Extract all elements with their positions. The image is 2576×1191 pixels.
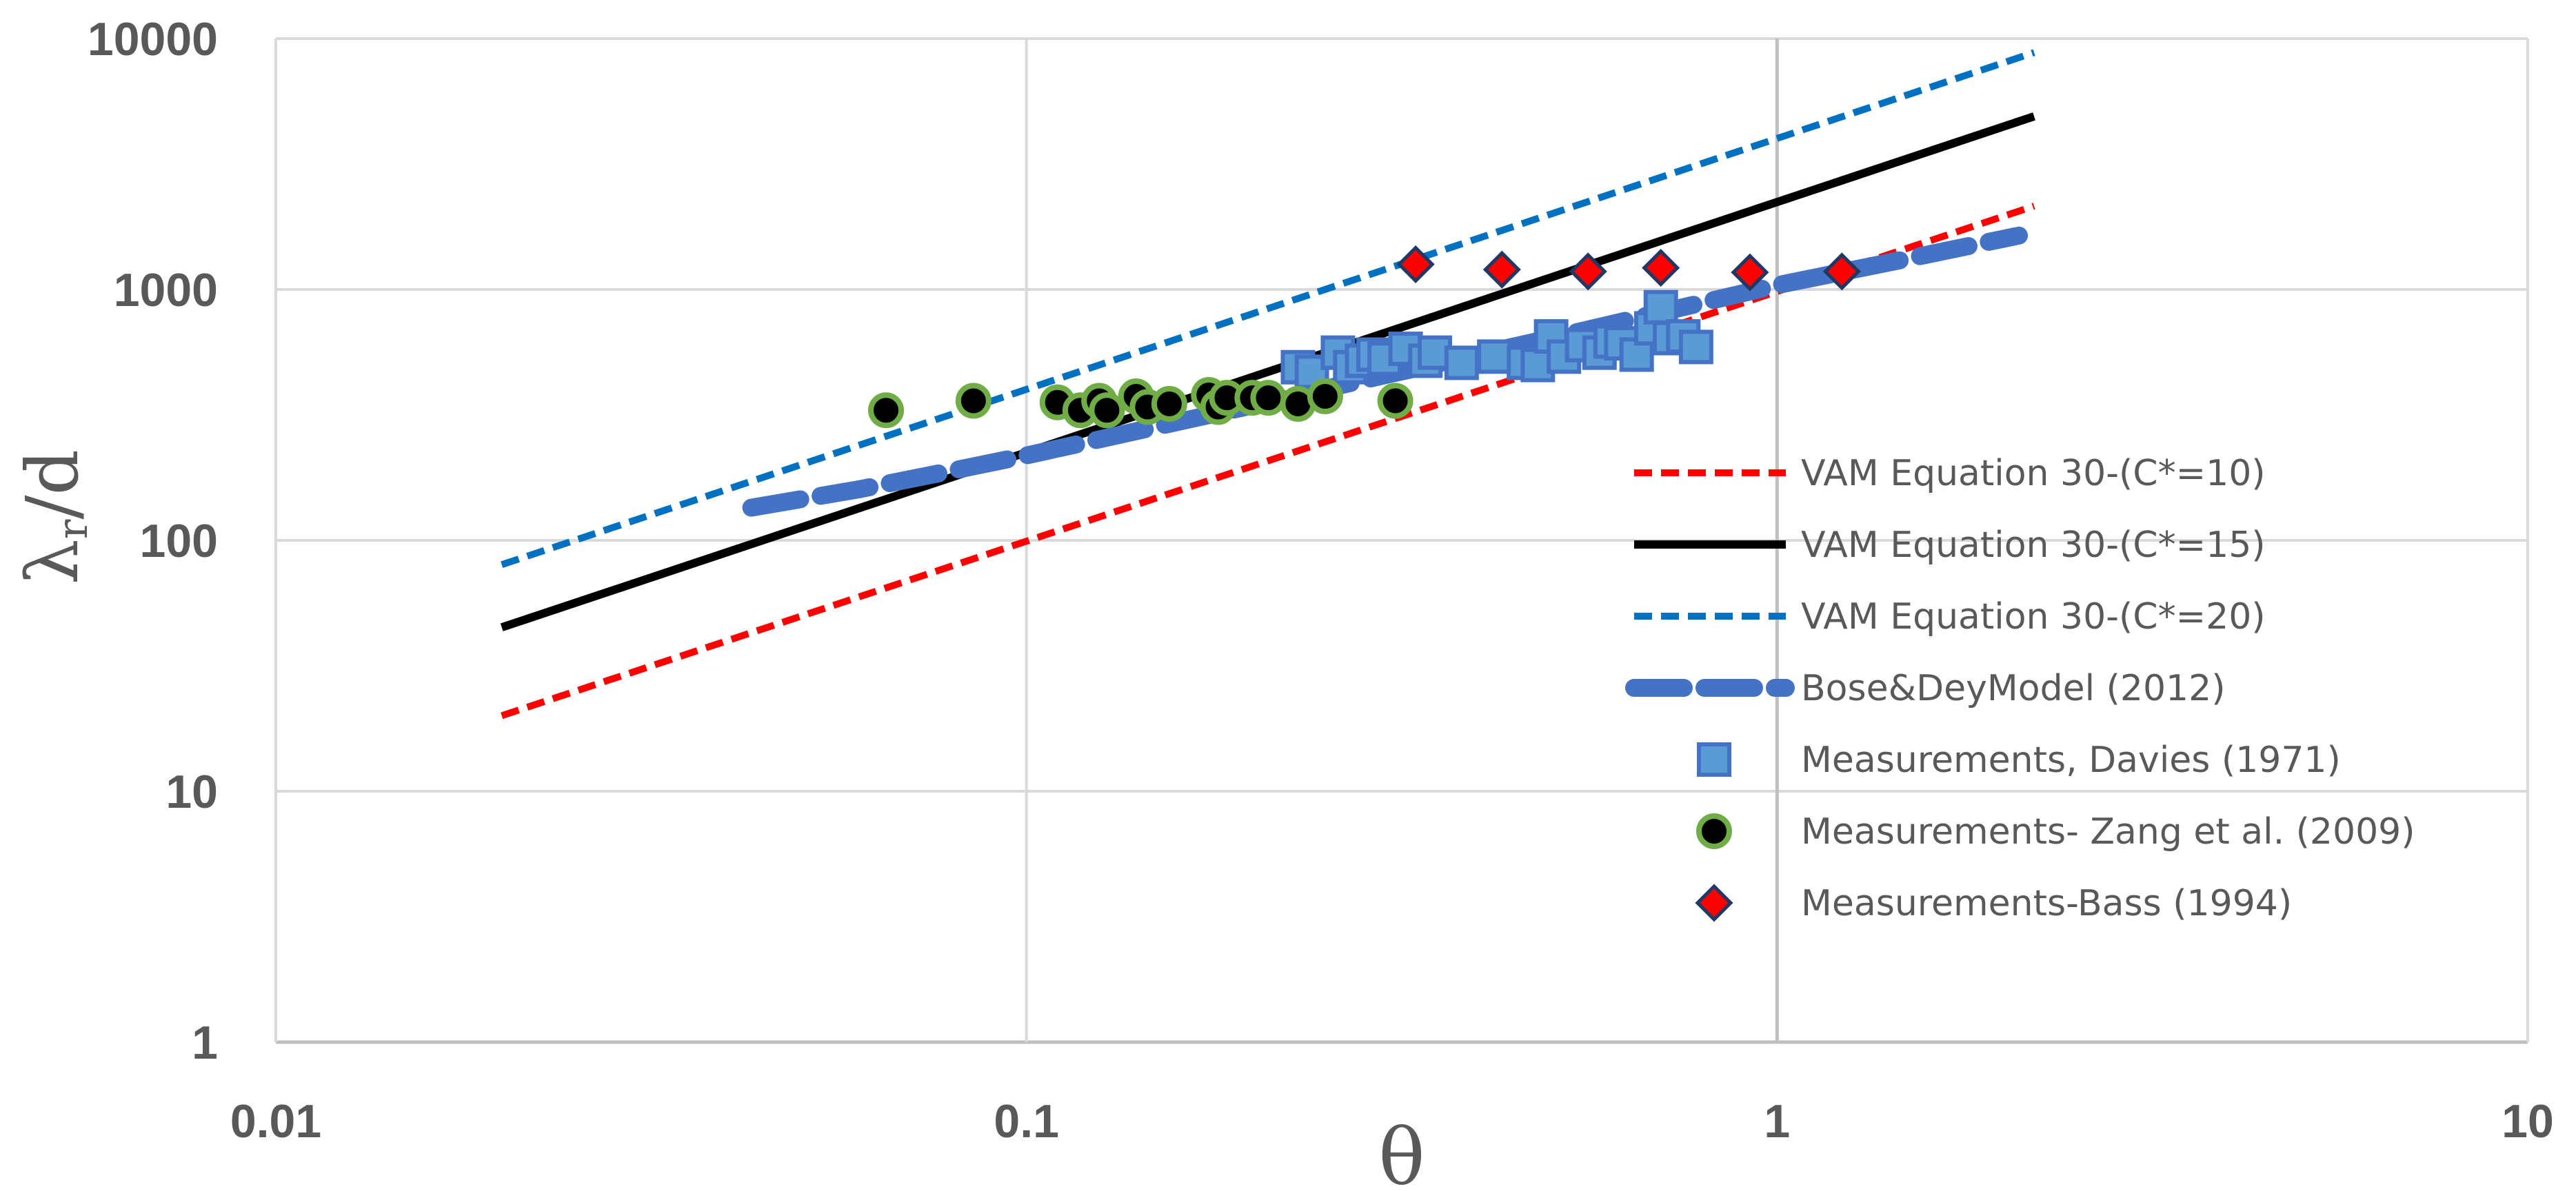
y-tick-label: 100 [140,515,218,567]
data-point-zang [1250,380,1287,416]
y-tick-label: 10 [165,766,218,818]
data-point-bass [1569,252,1607,291]
data-point-zang [1377,383,1413,419]
data-point-zang [867,392,904,429]
data-point-davies [1643,289,1678,325]
legend-item-bose-dey: Bose&DeyModel (2012) [1625,668,2226,709]
legend-label: Bose&DeyModel (2012) [1801,668,2226,709]
legend-item-vam-c10: VAM Equation 30-(C*=10) [1634,453,2266,494]
grid-layer [274,37,2529,1044]
x-axis: 0.01 0.1 1 10 [230,1095,2554,1148]
data-point-davies [1477,339,1512,374]
series-bass [1396,245,1861,292]
y-axis-title-tail: /d [10,449,94,520]
x-tick-label: 1 [1764,1095,1790,1148]
y-axis-title-subscript: r [49,519,97,539]
legend-swatch [1695,884,1733,922]
series-line-vam-c20 [501,49,2035,569]
data-point-zang [1307,378,1343,415]
y-tick-label: 10000 [88,13,218,65]
data-point-bass [1731,253,1769,292]
legend-item-davies: Measurements, Davies (1971) [1697,740,2341,781]
x-tick-label: 10 [2502,1095,2554,1148]
data-point-zang [1151,385,1187,422]
legend-label: VAM Equation 30-(C*=20) [1801,596,2266,638]
legend-item-vam-c15: VAM Equation 30-(C*=15) [1634,525,2266,566]
y-axis-title-main: λ [10,539,94,584]
data-point-bass [1822,252,1861,291]
legend: VAM Equation 30-(C*=10) VAM Equation 30-(… [1625,453,2415,924]
plot-area [500,49,2035,720]
legend-swatch [1696,813,1732,849]
legend-item-bass: Measurements-Bass (1994) [1695,883,2292,924]
series-davies [1280,289,1713,389]
legend-item-vam-c20: VAM Equation 30-(C*=20) [1634,596,2266,638]
y-axis-title: λr/d [10,449,97,584]
data-point-davies [1678,329,1713,365]
data-point-bass [1642,249,1680,287]
legend-label: VAM Equation 30-(C*=10) [1801,453,2266,494]
legend-label: Measurements-Bass (1994) [1801,883,2292,924]
legend-swatch [1697,742,1731,777]
data-point-bass [1482,250,1521,289]
series-line-vam-c15 [500,112,2035,631]
series-zang [867,376,1413,429]
data-point-davies [1444,345,1479,380]
data-point-zang [955,383,992,419]
legend-label: Measurements- Zang et al. (2009) [1801,811,2415,853]
x-axis-title: θ [1378,1113,1425,1191]
data-point-bass [1396,245,1435,284]
y-tick-label: 1 [192,1017,218,1069]
y-axis: 1 10 100 1000 10000 [88,13,218,1069]
x-tick-label: 0.1 [994,1095,1059,1148]
legend-label: VAM Equation 30-(C*=15) [1801,525,2266,566]
x-tick-label: 0.01 [230,1095,321,1148]
legend-label: Measurements, Davies (1971) [1801,740,2341,781]
data-point-zang [1089,392,1125,429]
legend-item-zang: Measurements- Zang et al. (2009) [1696,811,2415,853]
y-tick-label: 1000 [114,264,218,316]
